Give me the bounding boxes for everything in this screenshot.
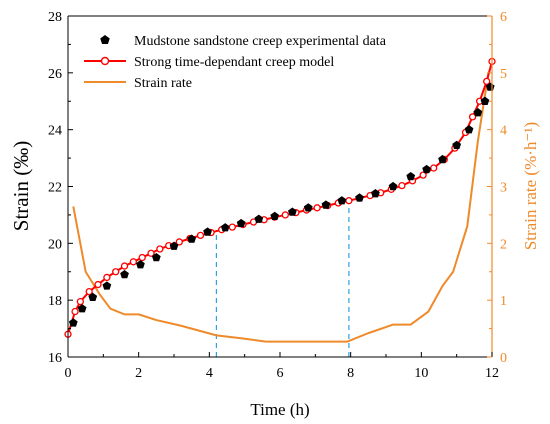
experimental-data-point (355, 193, 364, 202)
experimental-data-point (438, 154, 447, 164)
experimental-data-point (464, 125, 474, 134)
y2-tick-label: 3 (500, 181, 507, 196)
creep-model-point (147, 249, 155, 257)
creep-model-point (196, 231, 205, 240)
creep-model-point (85, 287, 93, 296)
y-tick-label: 28 (48, 10, 62, 25)
experimental-data-series (68, 82, 495, 327)
experimental-data-point (254, 214, 264, 223)
x-tick-label: 6 (277, 366, 284, 381)
experimental-data-point (473, 108, 483, 117)
y-tick-label: 26 (48, 67, 62, 82)
creep-model-point (129, 258, 138, 266)
experimental-data-point (136, 260, 145, 269)
creep-model-point (103, 273, 111, 282)
experimental-data-point (480, 96, 490, 105)
experimental-data-point (120, 269, 129, 279)
y-tick-label: 16 (48, 351, 62, 366)
creep-model-point (313, 204, 321, 212)
experimental-data-point (203, 227, 212, 236)
x-axis-title: Time (h) (250, 400, 309, 419)
experimental-data-point (303, 203, 313, 212)
creep-model-point (483, 77, 491, 86)
experimental-data-point (220, 223, 230, 232)
creep-model-point (281, 211, 289, 219)
x-tick-label: 8 (347, 366, 354, 381)
creep-model-point (71, 307, 79, 316)
y2-tick-label: 1 (500, 294, 507, 309)
creep-model-point (94, 280, 102, 289)
legend-marker-model (100, 56, 110, 66)
experimental-data-point (406, 171, 416, 181)
creep-model-point (430, 164, 438, 172)
chart-legend: Mudstone sandstone creep experimental da… (84, 34, 387, 91)
creep-model-point (345, 197, 353, 205)
creep-model-point (112, 268, 120, 276)
experimental-data-point (68, 318, 78, 327)
x-tick-label: 0 (65, 366, 72, 381)
experimental-data-point (236, 218, 246, 228)
y-tick-label: 24 (48, 124, 62, 139)
experimental-data-point (388, 181, 398, 191)
experimental-data-point (169, 241, 179, 250)
y2-tick-label: 0 (500, 351, 507, 366)
experimental-data-point (321, 200, 331, 209)
y2-tick-label: 6 (500, 10, 507, 25)
stage-divider-lines (215, 200, 350, 357)
experimental-data-point (452, 140, 462, 150)
x-tick-label: 2 (135, 366, 142, 381)
experimental-data-point (102, 281, 112, 290)
creep-model-point (398, 181, 406, 190)
experimental-data-point (151, 252, 161, 262)
y-tick-label: 18 (48, 294, 62, 309)
creep-model-point (120, 262, 129, 270)
creep-model-point (468, 113, 477, 121)
y2-tick-label: 4 (500, 124, 507, 139)
experimental-data-point (77, 304, 87, 313)
legend-marker-experimental (100, 35, 110, 45)
creep-model-point (228, 223, 236, 231)
experimental-data-point (422, 164, 432, 174)
strain-rate-line (72, 72, 490, 343)
legend-label-model: Strong time-dependant creep model (134, 55, 334, 70)
legend-label-experimental: Mudstone sandstone creep experimental da… (134, 34, 387, 49)
y2-axis-title: Strain rate (%·h⁻¹) (521, 122, 540, 250)
experimental-data-point (187, 234, 197, 243)
y-axis-title: Strain (‰) (9, 141, 33, 231)
creep-model-point (138, 253, 146, 262)
y2-tick-label: 5 (500, 67, 507, 82)
y-tick-label: 22 (48, 181, 62, 196)
creep-model-line (67, 61, 493, 335)
experimental-data-point (270, 211, 280, 221)
creep-model-point (175, 238, 183, 246)
creep-model-point (156, 245, 164, 253)
creep-model-series (64, 57, 496, 338)
x-tick-label: 4 (206, 366, 213, 381)
legend-label-rate: Strain rate (134, 76, 192, 91)
x-tick-label: 10 (414, 366, 428, 381)
y2-tick-label: 2 (500, 237, 507, 252)
x-tick-label: 12 (485, 366, 499, 381)
creep-model-point (76, 297, 85, 306)
strain-rate-series (72, 72, 490, 343)
experimental-data-point (371, 189, 380, 198)
y-tick-label: 20 (48, 237, 62, 252)
experimental-data-point (337, 196, 347, 205)
experimental-data-point (287, 207, 297, 216)
experimental-data-point (88, 292, 98, 302)
creep-model-point (419, 171, 427, 179)
